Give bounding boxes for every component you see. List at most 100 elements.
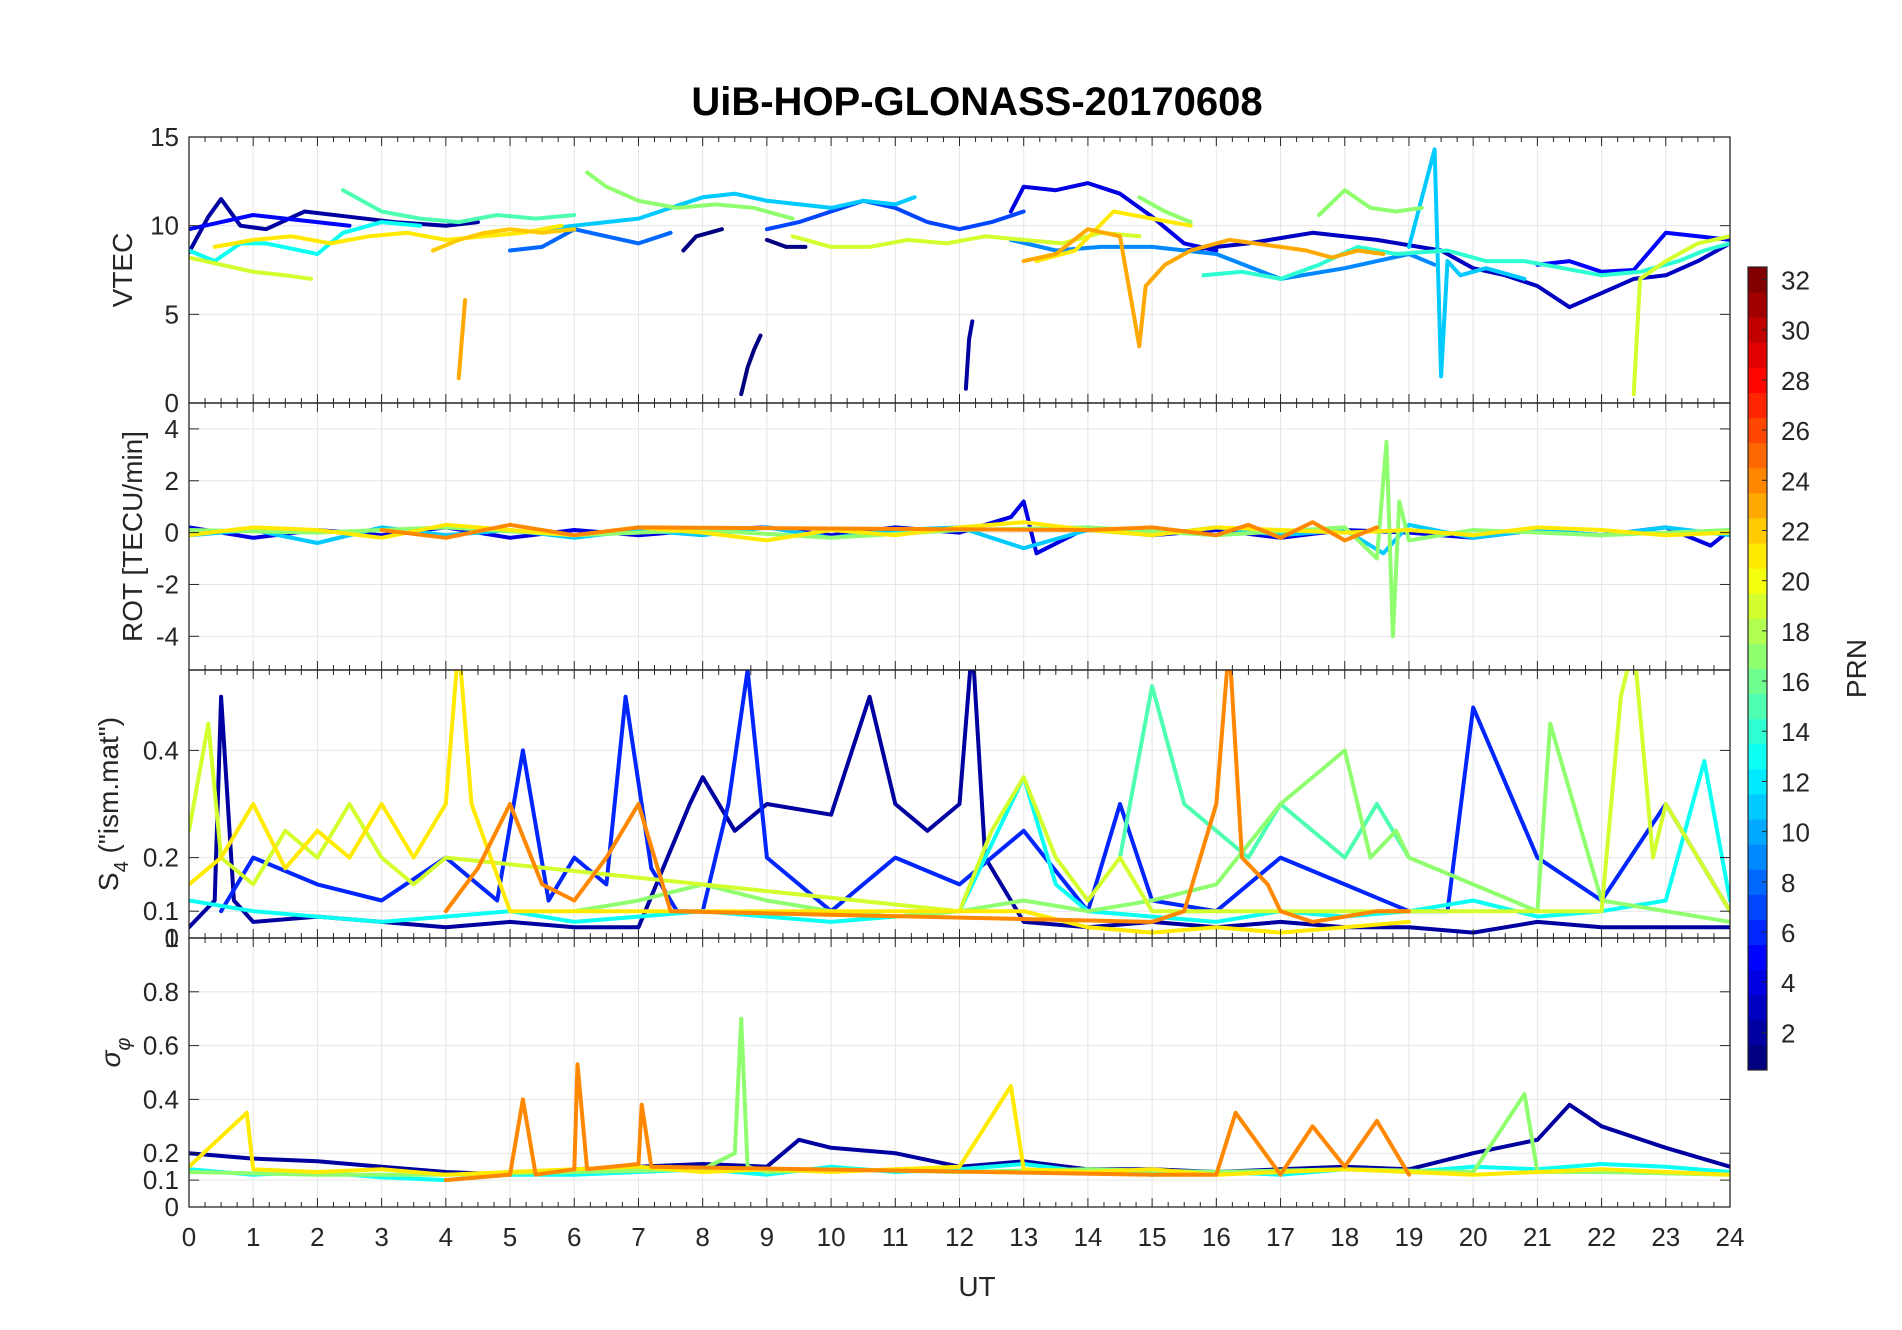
y-tick-label: 1	[165, 923, 179, 953]
x-tick-label: 23	[1651, 1222, 1680, 1252]
colorbar-swatch	[1748, 844, 1767, 870]
panel-sigma_phi: 00.10.2 0.4 0.6 0.8 σφ	[95, 937, 1731, 1222]
y-tick-label: 0.4	[143, 1084, 179, 1114]
x-tick-label: 22	[1587, 1222, 1616, 1252]
colorbar-swatch	[1748, 467, 1767, 494]
colorbar-swatch	[1748, 517, 1767, 544]
y-tick-label: 0.1	[143, 1165, 179, 1195]
colorbar-tick-label: 22	[1781, 516, 1810, 546]
series-line-prn-3	[1182, 230, 1730, 310]
colorbar-swatch	[1748, 819, 1767, 845]
grid-rot	[188, 403, 1731, 670]
colorbar-swatch	[1748, 919, 1767, 946]
colorbar-swatch	[1748, 718, 1767, 745]
colorbar-tick-label: 16	[1781, 667, 1810, 697]
y-axis-label: VTEC	[107, 233, 138, 308]
colorbar-swatch	[1748, 768, 1767, 795]
series-line-prn-2	[963, 319, 975, 391]
colorbar-swatch	[1748, 944, 1767, 971]
colorbar-tick-label: 10	[1781, 818, 1810, 848]
series-line-prn-24	[443, 1062, 1411, 1183]
series-line-prn-21	[189, 670, 1411, 935]
y-tick-label: -2	[156, 569, 179, 599]
colorbar-label: PRN	[1841, 639, 1872, 698]
x-axis-label: UT	[958, 1271, 995, 1302]
series-line-prn-8	[508, 227, 673, 253]
colorbar-tick-label: 14	[1781, 717, 1810, 747]
x-tick-label: 0	[182, 1222, 196, 1252]
colorbar-swatch	[1748, 1044, 1767, 1071]
series-line-prn-15	[1118, 684, 1411, 860]
y-tick-label: 0.4	[143, 735, 179, 765]
panel-vtec: 0 5 10 15 VTEC	[107, 122, 1731, 418]
y-tick-label: 0.6	[143, 1031, 179, 1061]
x-tick-label: 6	[567, 1222, 581, 1252]
colorbar-tick-label: 26	[1781, 416, 1810, 446]
panel-s4: 0.1 0.2 0.4 01 S4 ("ism.mat")	[93, 669, 1731, 953]
colorbar-swatch	[1748, 492, 1767, 519]
y-tick-label: 10	[150, 211, 179, 241]
colorbar-tick-label: 12	[1781, 767, 1810, 797]
colorbar-swatch	[1748, 392, 1767, 419]
y-tick-label: 0.8	[143, 977, 179, 1007]
colorbar-swatch	[1748, 342, 1767, 368]
series-vtec	[189, 147, 1730, 397]
colorbar-swatch	[1748, 1019, 1767, 1046]
series-line-prn-1	[681, 227, 724, 253]
series-line-prn-24	[443, 670, 1411, 924]
colorbar-swatch	[1748, 994, 1767, 1021]
colorbar-swatch	[1748, 668, 1767, 695]
x-tick-label: 16	[1202, 1222, 1231, 1252]
series-line-prn-22	[431, 227, 577, 253]
y-tick-label: -4	[156, 621, 179, 651]
y-tick-label: 2	[165, 466, 179, 496]
series-line-prn-19	[790, 230, 1142, 249]
series-line-prn-21	[189, 1084, 1730, 1177]
series-rot	[189, 439, 1730, 639]
series-sigma_phi	[189, 1016, 1730, 1183]
series-line-prn-19	[1631, 234, 1730, 397]
y-tick-label: 0	[165, 1192, 179, 1222]
x-tick-label: 20	[1459, 1222, 1488, 1252]
colorbar-swatch	[1748, 618, 1767, 644]
y-tick-label: 4	[165, 414, 179, 444]
colorbar-swatch	[1748, 317, 1767, 343]
y-tick-label: 0.1	[143, 896, 179, 926]
series-s4	[189, 670, 1730, 935]
series-line-prn-17	[1137, 195, 1193, 225]
x-tick-label: 1	[246, 1222, 260, 1252]
x-tick-label: 21	[1523, 1222, 1552, 1252]
colorbar-tick-label: 2	[1781, 1018, 1795, 1048]
y-axis-label: S4 ("ism.mat")	[93, 717, 133, 891]
colorbar-swatch	[1748, 693, 1767, 720]
x-tick-label: 4	[439, 1222, 453, 1252]
series-line-prn-5	[189, 213, 352, 232]
x-tick-label: 24	[1716, 1222, 1745, 1252]
ticks-rot	[188, 403, 1731, 670]
colorbar-swatch	[1748, 869, 1767, 895]
colorbar-swatch	[1748, 568, 1767, 594]
y-tick-label: 0	[165, 388, 179, 418]
series-line-prn-15	[341, 188, 577, 225]
x-tick-label: 3	[374, 1222, 388, 1252]
colorbar-frame	[1747, 266, 1768, 1071]
colorbar-swatch	[1748, 292, 1767, 318]
x-tick-label: 18	[1330, 1222, 1359, 1252]
colorbar-tick-label: 20	[1781, 567, 1810, 597]
series-line-prn-11	[1407, 147, 1527, 379]
x-tick-label: 19	[1394, 1222, 1423, 1252]
series-line-prn-19	[189, 255, 313, 281]
x-tick-label: 14	[1073, 1222, 1102, 1252]
series-line-prn-4	[1008, 181, 1219, 253]
series-line-prn-1	[739, 333, 763, 397]
series-line-prn-17	[585, 170, 795, 221]
colorbar-swatch	[1748, 643, 1767, 669]
y-tick-label: 0	[165, 518, 179, 548]
y-tick-label: 0.2	[143, 1138, 179, 1168]
series-line-prn-17	[1317, 188, 1424, 217]
colorbar-tick-label: 30	[1781, 316, 1810, 346]
series-line-prn-24	[379, 520, 1379, 543]
